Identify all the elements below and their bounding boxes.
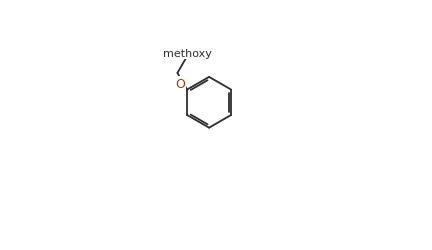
Text: O: O: [175, 78, 185, 91]
Text: methoxy: methoxy: [162, 49, 212, 59]
